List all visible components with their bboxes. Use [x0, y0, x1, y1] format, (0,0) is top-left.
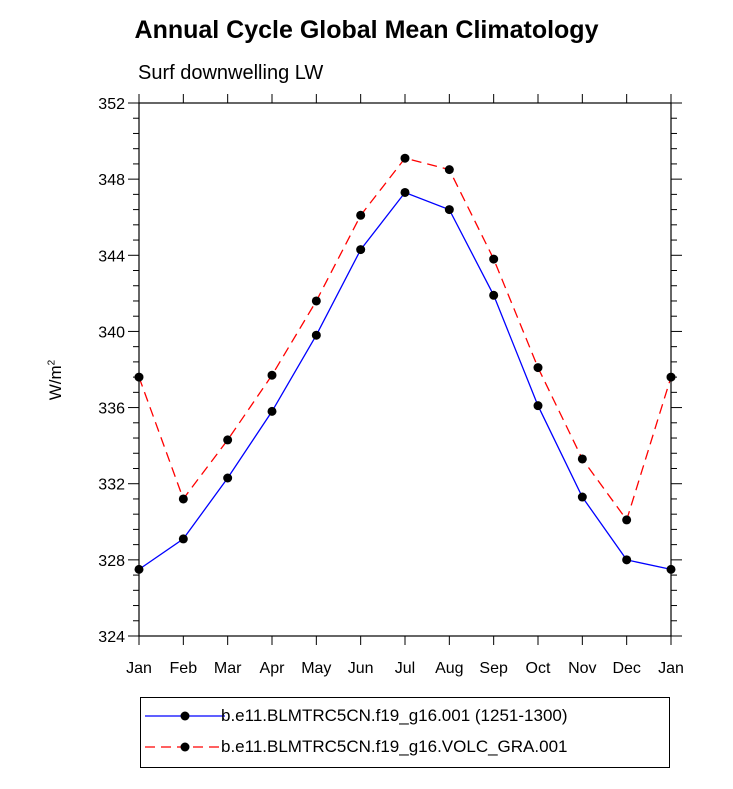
series-1-point	[622, 555, 632, 565]
y-tick-label: 332	[98, 477, 125, 494]
y-tick-label: 324	[98, 629, 125, 646]
y-tick-label: 348	[98, 172, 125, 189]
legend-label-series-2: b.e11.BLMTRC5CN.f19_g16.VOLC_GRA.001	[221, 737, 568, 756]
series-1-point	[267, 406, 277, 416]
series-2-point	[577, 454, 587, 464]
x-tick-label: Aug	[435, 660, 463, 677]
series-2-point	[178, 494, 188, 504]
series-1-point	[577, 492, 587, 502]
series-2-point	[666, 372, 676, 382]
series-2-point	[444, 165, 454, 175]
chart-title: Annual Cycle Global Mean Climatology	[134, 16, 599, 44]
series-2-point	[134, 372, 144, 382]
legend-item-series-1: b.e11.BLMTRC5CN.f19_g16.001 (1251-1300)	[141, 704, 669, 728]
x-tick-label: Jun	[348, 660, 374, 677]
series-1-point	[356, 245, 366, 255]
series-2-point	[356, 210, 366, 220]
plot-frame	[138, 102, 672, 637]
x-tick-label: Mar	[214, 660, 242, 677]
chart-subtitle: Surf downwelling LW	[138, 62, 324, 84]
x-tick-label: Feb	[170, 660, 198, 677]
x-tick-label: Sep	[479, 660, 508, 677]
y-tick-label: 352	[98, 96, 125, 113]
series-1-point	[178, 534, 188, 544]
legend-marker-series-2	[180, 742, 190, 752]
x-tick-label: Oct	[526, 660, 551, 677]
y-tick-label: 328	[98, 553, 125, 570]
series-1-point	[444, 205, 454, 215]
series-2-point	[267, 370, 277, 380]
series-1-point	[223, 473, 233, 483]
series-1-point	[311, 330, 321, 340]
series-1-point	[533, 401, 543, 411]
series-2-point	[622, 515, 632, 525]
series-1-point	[489, 290, 499, 300]
legend-item-series-2: b.e11.BLMTRC5CN.f19_g16.VOLC_GRA.001	[141, 735, 669, 759]
series-2-line	[138, 157, 672, 522]
y-tick-label: 336	[98, 401, 125, 418]
legend-swatch-series-2	[145, 742, 225, 752]
legend-label-series-1: b.e11.BLMTRC5CN.f19_g16.001 (1251-1300)	[221, 706, 568, 725]
x-tick-label: May	[301, 660, 331, 677]
legend-swatch-series-1	[145, 711, 225, 721]
legend: b.e11.BLMTRC5CN.f19_g16.001 (1251-1300) …	[140, 697, 670, 768]
y-tick-label: 344	[98, 248, 125, 265]
series-2-point	[311, 296, 321, 306]
series-2-point	[533, 363, 543, 373]
x-tick-label: Nov	[568, 660, 596, 677]
x-tick-label: Dec	[612, 660, 640, 677]
series-1-point	[400, 187, 410, 197]
series-2-point	[223, 435, 233, 445]
series-1-point	[666, 564, 676, 574]
y-tick-label: 340	[98, 324, 125, 341]
series-2-point	[489, 254, 499, 264]
series-2-point	[400, 153, 410, 163]
x-tick-label: Jul	[395, 660, 415, 677]
legend-marker-series-1	[180, 711, 190, 721]
series-1-point	[134, 564, 144, 574]
x-tick-label: Jan	[126, 660, 152, 677]
x-tick-label: Apr	[260, 660, 286, 677]
series-1-line	[138, 191, 672, 571]
x-tick-label: Jan	[658, 660, 684, 677]
